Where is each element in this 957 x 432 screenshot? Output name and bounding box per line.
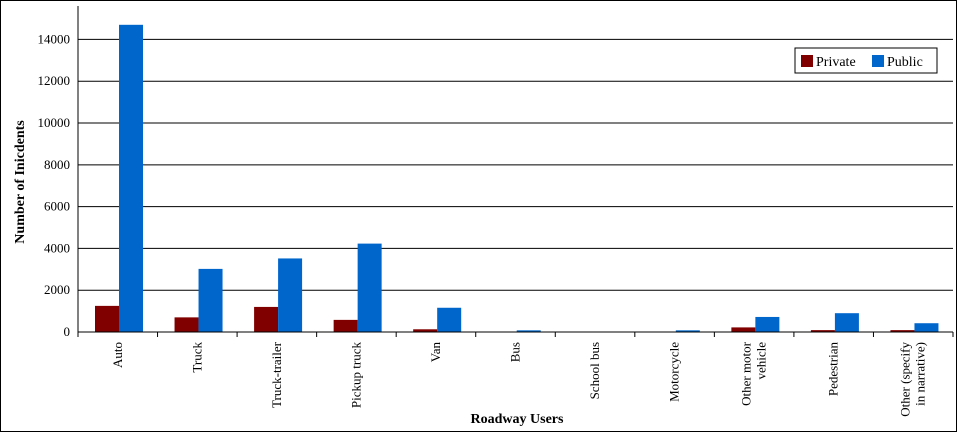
y-tick-label: 2000 [44,282,70,297]
y-tick-label: 6000 [44,199,70,214]
x-tick-label: School bus [587,342,602,399]
x-tick-label: Pickup truck [348,342,363,409]
x-tick-label-line: in narrative) [913,342,928,406]
bar-public-9 [834,313,859,332]
x-tick-label: Van [428,342,443,363]
y-tick-label: 8000 [44,157,70,172]
x-tick-label-line: Pickup truck [348,342,363,409]
legend-swatch-private [801,55,813,67]
bar-public-10 [914,323,939,332]
x-tick-label-line: Truck [189,342,204,373]
axes [77,6,954,337]
legend: Private Public [794,47,938,74]
bar-private-10 [890,330,915,332]
x-tick-label-line: Pedestrian [826,342,841,397]
y-tick-label: 14000 [38,31,71,46]
bar-private-8 [731,327,756,332]
legend-box [794,47,938,74]
x-tick-label: Motorcycle [667,342,682,402]
x-tick-label-line: Auto [110,342,125,368]
legend-swatch-public [872,55,884,67]
x-tick-label-line: Truck-trailer [269,341,284,408]
bar-private-0 [95,305,119,332]
y-tick-label: 4000 [44,240,70,255]
bar-public-4 [437,307,462,332]
bar-public-5 [516,330,541,332]
bar-public-8 [755,316,780,332]
x-tick-label: Bus [508,342,523,362]
y-tick-label: 12000 [38,73,71,88]
bar-public-3 [357,243,382,332]
bar-public-2 [278,258,303,332]
legend-label-private: Private [816,55,856,70]
x-tick-label: Pedestrian [826,342,841,397]
y-tick-label: 0 [64,324,71,339]
bar-private-4 [413,329,438,332]
x-tick-label-line: School bus [587,342,602,399]
legend-label-public: Public [887,55,923,70]
x-tick-label: Truck [189,342,204,373]
x-tick-label: Other motor vehicle [739,341,769,406]
x-tick-label: Auto [110,342,125,368]
x-tick-label-line: Motorcycle [667,342,682,402]
bar-public-0 [119,24,143,333]
x-tick-label: Other (specify in narrative) [898,342,928,417]
y-tick-labels: 0 2000 4000 6000 8000 10000 12000 14000 [38,31,71,339]
x-tick-label: Truck-trailer [269,341,284,408]
x-tick-labels: Auto Truck Truck-trailer Pickup truck Van Bus… [110,341,928,416]
x-tick-label-line: Van [428,342,443,363]
y-axis-title: Number of Inicdents [13,120,28,244]
y-tick-label: 10000 [38,115,71,130]
x-tick-label-line: vehicle [754,342,769,380]
gridlines [78,38,953,291]
bar-private-1 [174,317,199,332]
bar-private-2 [254,306,279,332]
bar-public-7 [675,330,700,332]
bar-private-3 [333,319,358,332]
x-axis-title: Roadway Users [471,412,564,427]
x-tick-label-line: Other (specify [898,342,913,417]
x-tick-label-line: Bus [508,342,523,362]
bar-public-1 [198,268,223,332]
bars [95,24,939,333]
bar-private-9 [810,330,835,332]
x-tick-label-line: Other motor [739,341,754,406]
